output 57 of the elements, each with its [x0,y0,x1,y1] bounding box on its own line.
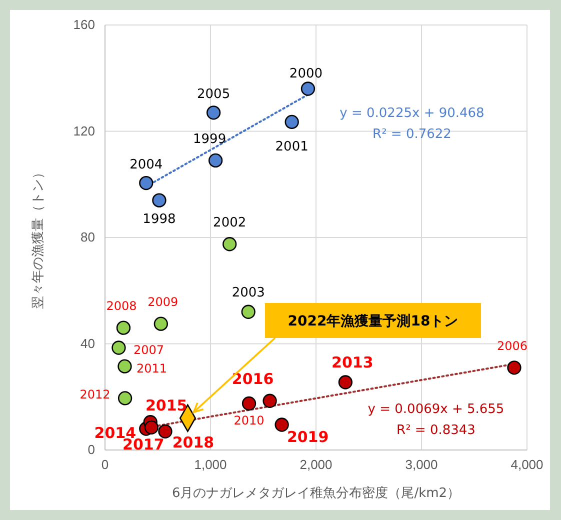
x-tick-label: 2,000 [300,457,332,472]
x-tick-label: 3,000 [405,457,438,472]
y-tick-label: 160 [73,17,95,32]
annotation: 2012 [80,387,110,402]
y-axis-title: 翌々年の漁獲量（トン） [31,166,46,309]
annotation: 2011 [136,362,167,376]
annotation: 2015 [145,396,188,414]
y-tick-label: 80 [80,230,95,245]
point [507,360,522,375]
x-tick-label: 1,000 [194,457,227,472]
annotation: y = 0.0069x + 5.655 [368,402,504,417]
point [208,153,223,168]
point [118,359,132,374]
x-tick-label: 4,000 [510,457,544,472]
point [338,375,353,390]
point [241,304,256,319]
annotation: 1999 [193,132,226,148]
point [112,340,126,355]
annotation: 2022年漁獲量予測18トン [288,313,458,330]
y-tick-label: 0 [88,442,95,458]
point [284,114,299,130]
annotation: R² = 0.8343 [396,423,476,438]
annotation: 2010 [234,414,264,428]
annotation: 2000 [289,66,323,82]
annotation: 2004 [130,158,163,173]
point [274,418,289,432]
point [139,176,154,190]
annotation: 2019 [286,428,329,446]
point [222,237,237,252]
point [144,420,159,434]
annotation: 2018 [172,434,214,452]
point [152,193,166,208]
annotation: 2009 [148,295,178,310]
point [158,424,172,438]
x-tick-label: 0 [101,457,109,472]
annotation: y = 0.0225x + 90.468 [340,106,484,121]
point [154,316,168,331]
annotation: 2007 [133,342,164,357]
annotation: 2003 [232,285,265,300]
point [118,391,132,406]
point [116,320,131,335]
annotation: 2016 [232,370,274,388]
y-tick-label: 40 [80,336,95,351]
point [242,396,256,411]
annotation: 2005 [197,87,230,102]
annotation: 2013 [332,354,374,372]
annotation: R² = 0.7622 [372,127,452,142]
y-tick-label: 120 [73,123,95,138]
annotation: 1998 [142,212,176,227]
x-axis-title: 6月のナガレメタガレイ稚魚分布密度（尾/km2） [172,485,460,501]
point [300,82,316,96]
annotation: 2006 [496,338,528,353]
point [206,106,221,120]
point [262,394,277,408]
annotation: 2008 [106,299,137,314]
annotation: 2001 [275,140,308,155]
annotation: 2002 [213,216,246,231]
